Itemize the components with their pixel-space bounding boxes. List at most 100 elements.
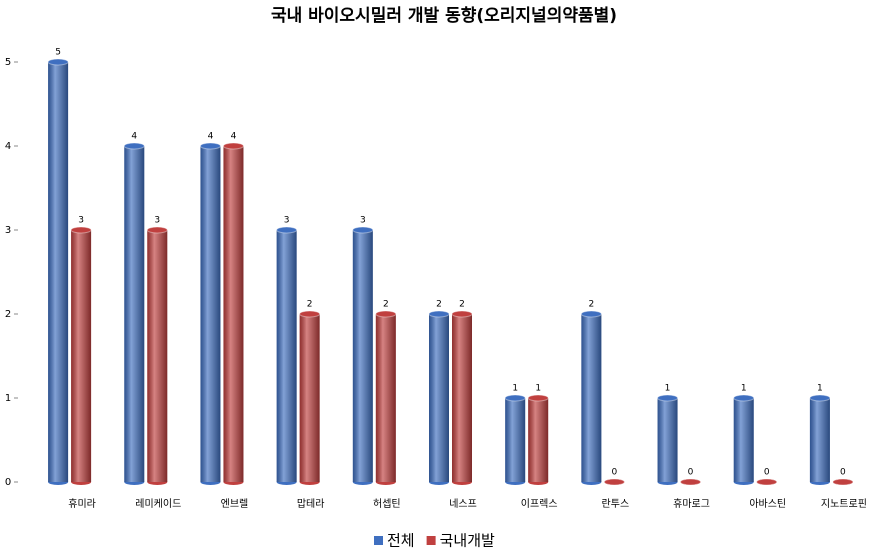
bar-cap (47, 58, 69, 66)
bar (527, 394, 549, 485)
bar-shade (276, 230, 297, 482)
bar-cap (603, 478, 625, 486)
value-label: 2 (383, 300, 389, 310)
bar (756, 478, 778, 486)
bar (809, 394, 831, 485)
bar-shade (352, 230, 373, 482)
value-label: 0 (840, 468, 846, 478)
bar-shade (71, 230, 92, 482)
x-tick-label: 지노트로핀 (821, 498, 867, 510)
x-tick-label: 이프렉스 (521, 498, 558, 510)
value-label: 4 (231, 132, 237, 142)
legend-swatch (374, 536, 383, 545)
bar-shade (124, 146, 145, 482)
value-label: 1 (512, 384, 518, 394)
value-label: 2 (307, 300, 313, 310)
value-label: 3 (360, 216, 366, 226)
bar (123, 142, 145, 485)
y-tick-label: 3 (5, 225, 11, 236)
bar (222, 142, 244, 485)
y-tick-label: 5 (5, 57, 11, 68)
bar (199, 142, 221, 485)
y-tick-label: 1 (5, 393, 11, 404)
bar (276, 226, 298, 485)
value-label: 1 (817, 384, 823, 394)
bar-cap (809, 394, 831, 402)
bar-cap (70, 226, 92, 234)
value-label: 0 (611, 468, 617, 478)
bar (580, 310, 602, 485)
bar-cap (832, 478, 854, 486)
chart-title: 국내 바이오시밀러 개발 동향(오리지널의약품별) (271, 5, 617, 26)
y-tick-label: 0 (5, 477, 11, 488)
bar-shade (299, 314, 320, 482)
bar (603, 478, 625, 486)
x-tick-label: 허셉틴 (373, 498, 401, 510)
value-label: 1 (741, 384, 747, 394)
bar-shade (48, 62, 69, 482)
bar (428, 310, 450, 485)
value-label: 2 (459, 300, 465, 310)
bar (657, 394, 679, 485)
value-label: 2 (436, 300, 442, 310)
bar (733, 394, 755, 485)
value-label: 1 (665, 384, 671, 394)
bar (47, 58, 69, 485)
bar-shade (581, 314, 602, 482)
bar-cap (352, 226, 374, 234)
bar-shade (223, 146, 244, 482)
value-label: 0 (764, 468, 770, 478)
x-tick-label: 휴마로그 (673, 498, 710, 510)
bar (299, 310, 321, 485)
value-label: 4 (131, 132, 137, 142)
legend-swatch (426, 536, 436, 545)
bar (832, 478, 854, 486)
bar-shade (733, 398, 754, 482)
bar-shade (452, 314, 472, 482)
bar (451, 310, 473, 485)
x-tick-label: 란투스 (602, 498, 630, 510)
bar-cap (504, 394, 526, 402)
x-tick-label: 맙테라 (297, 498, 325, 510)
bar-cap (428, 310, 450, 318)
legend-label: 국내개발 (440, 532, 495, 550)
bar-cap (527, 394, 549, 402)
bar-cap (733, 394, 755, 402)
value-label: 1 (535, 384, 541, 394)
x-tick-label: 레미케이드 (135, 498, 181, 510)
value-label: 3 (154, 216, 160, 226)
bar-cap (299, 310, 321, 318)
bar (504, 394, 526, 485)
bar-cap (680, 478, 702, 486)
bar-shade (200, 146, 221, 482)
bar-cap (756, 478, 778, 486)
bar-shade (147, 230, 168, 482)
bar-cap (146, 226, 168, 234)
value-label: 3 (78, 216, 84, 226)
value-label: 5 (55, 48, 61, 58)
bar-cap (580, 310, 602, 318)
bar-cap (276, 226, 298, 234)
bar (680, 478, 702, 486)
bar (352, 226, 374, 485)
x-tick-label: 휴미라 (68, 498, 96, 510)
bar (375, 310, 397, 485)
bar-shade (657, 398, 678, 482)
bar-cap (123, 142, 145, 150)
value-label: 3 (284, 216, 290, 226)
bar-cap (222, 142, 244, 150)
bar-cap (199, 142, 221, 150)
value-label: 0 (688, 468, 694, 478)
bar (146, 226, 168, 485)
bar (70, 226, 92, 485)
x-tick-label: 네스프 (449, 498, 477, 510)
x-tick-label: 아바스틴 (749, 498, 786, 510)
bar-cap (657, 394, 679, 402)
y-tick-label: 4 (5, 141, 11, 152)
bar-shade (429, 314, 449, 482)
y-tick-label: 2 (5, 309, 11, 320)
bar-shade (809, 398, 830, 482)
x-tick-label: 엔브렐 (221, 497, 249, 510)
bar-cap (375, 310, 397, 318)
